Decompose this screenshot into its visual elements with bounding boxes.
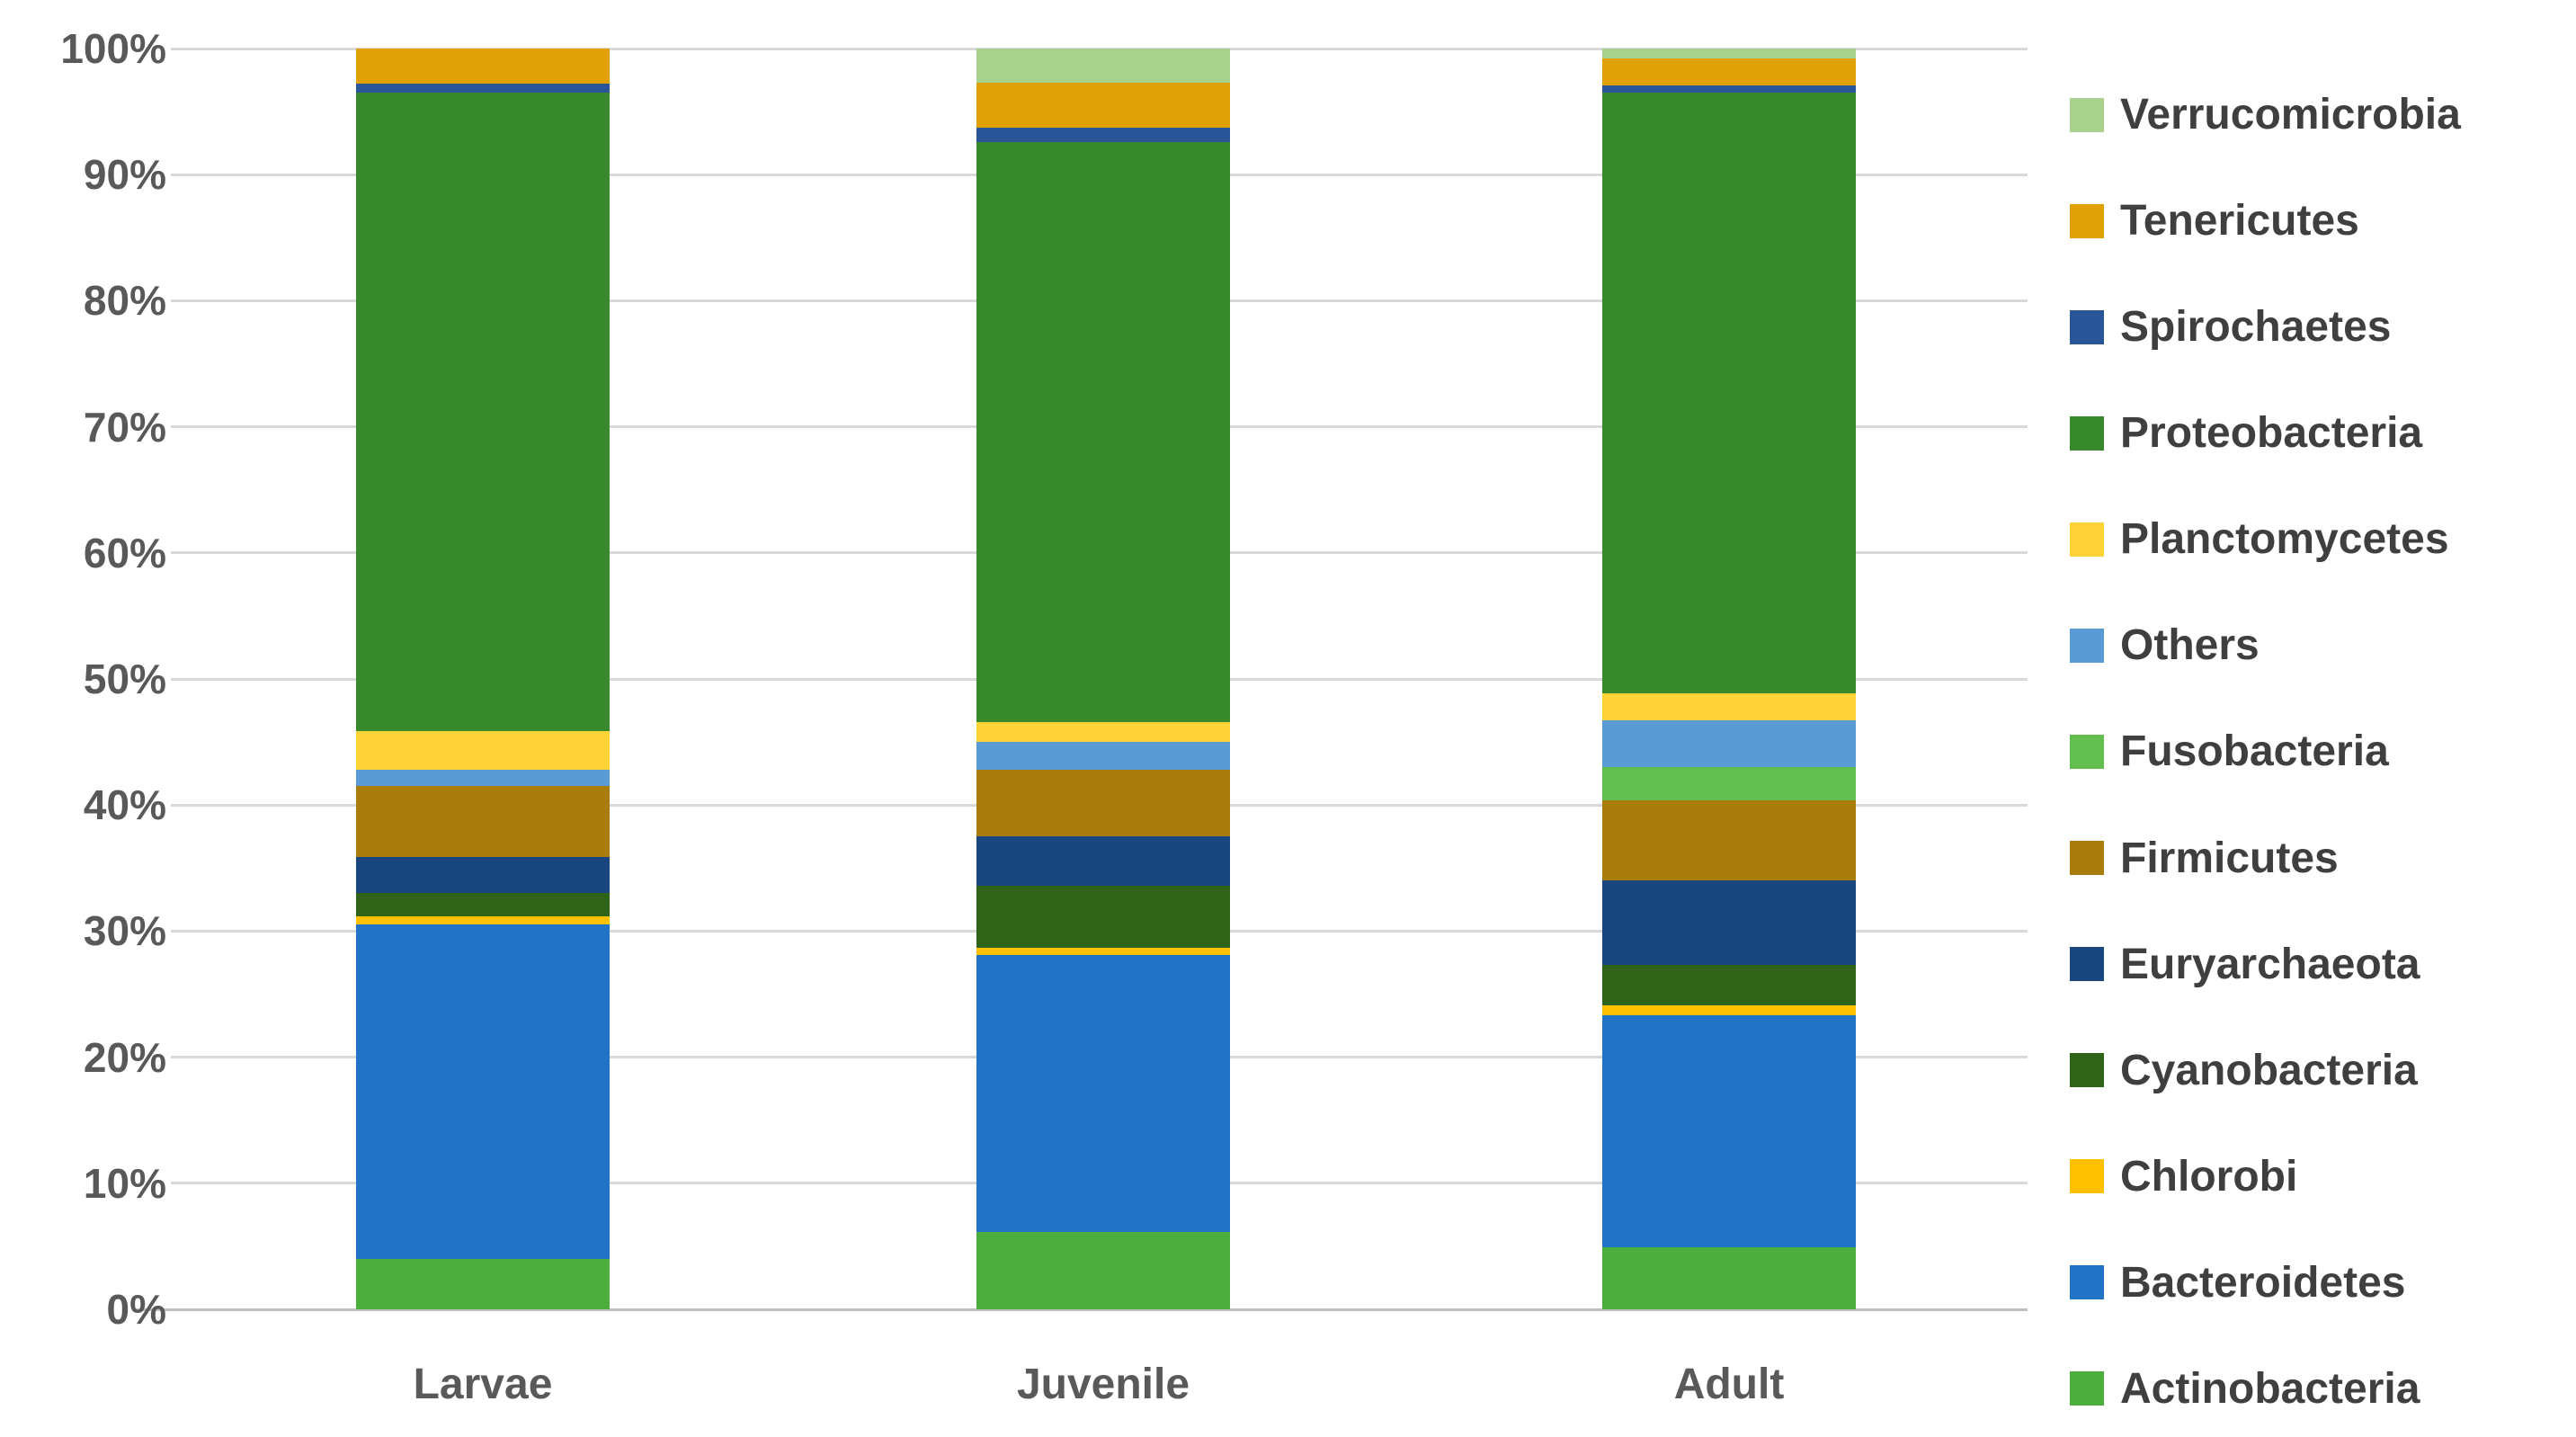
legend-swatch-icon bbox=[2070, 1159, 2104, 1194]
legend-label: Spirochaetes bbox=[2120, 303, 2392, 352]
segment-chlorobi-juvenile bbox=[976, 947, 1230, 956]
y-tick-label: 90% bbox=[83, 151, 166, 199]
segment-euryarchaeota-larvae bbox=[356, 856, 610, 894]
legend-label: Bacteroidetes bbox=[2120, 1258, 2406, 1307]
legend-item-firmicutes: Firmicutes bbox=[2070, 834, 2461, 883]
segment-planctomycetes-larvae bbox=[356, 730, 610, 770]
legend-item-bacteroidetes: Bacteroidetes bbox=[2070, 1258, 2461, 1308]
legend-item-chlorobi: Chlorobi bbox=[2070, 1152, 2461, 1201]
legend-item-proteobacteria: Proteobacteria bbox=[2070, 408, 2461, 458]
legend-swatch-icon bbox=[2070, 203, 2104, 238]
legend-swatch-icon bbox=[2070, 415, 2104, 451]
legend-item-euryarchaeota: Euryarchaeota bbox=[2070, 940, 2461, 989]
y-tick-label: 50% bbox=[83, 656, 166, 702]
segment-others-adult bbox=[1602, 720, 1856, 768]
legend-swatch-icon bbox=[2070, 1371, 2104, 1406]
segment-spirochaetes-juvenile bbox=[976, 128, 1230, 142]
x-axis-line bbox=[135, 1308, 2028, 1311]
legend-item-cyanobacteria: Cyanobacteria bbox=[2070, 1046, 2461, 1095]
y-tick-label: 80% bbox=[83, 277, 166, 325]
legend-label: Cyanobacteria bbox=[2120, 1046, 2418, 1094]
segment-proteobacteria-adult bbox=[1602, 93, 1856, 693]
bar-juvenile bbox=[976, 49, 1230, 1309]
legend: Verrucomicrobia Tenericutes Spirochaetes Pr… bbox=[2070, 90, 2461, 1414]
y-tick-label: 100% bbox=[60, 25, 166, 72]
segment-cyanobacteria-larvae bbox=[356, 893, 610, 916]
segment-others-juvenile bbox=[976, 742, 1230, 770]
segment-spirochaetes-adult bbox=[1602, 85, 1856, 94]
segment-proteobacteria-juvenile bbox=[976, 141, 1230, 722]
legend-label: Chlorobi bbox=[2120, 1152, 2298, 1200]
segment-fusobacteria-adult bbox=[1602, 767, 1856, 800]
legend-swatch-icon bbox=[2070, 841, 2104, 876]
y-tick-label: 0% bbox=[106, 1286, 166, 1333]
legend-label: Others bbox=[2120, 621, 2260, 670]
segment-verrucomicrobia-juvenile bbox=[976, 49, 1230, 83]
x-category-label-adult: Adult bbox=[1673, 1361, 1785, 1408]
segment-firmicutes-juvenile bbox=[976, 769, 1230, 837]
legend-label: Euryarchaeota bbox=[2120, 940, 2420, 988]
legend-item-fusobacteria: Fusobacteria bbox=[2070, 727, 2461, 776]
segment-tenericutes-juvenile bbox=[976, 82, 1230, 129]
segment-planctomycetes-adult bbox=[1602, 692, 1856, 721]
y-tick-label: 30% bbox=[83, 907, 166, 955]
legend-swatch-icon bbox=[2070, 1053, 2104, 1088]
legend-label: Proteobacteria bbox=[2120, 409, 2423, 458]
segment-firmicutes-adult bbox=[1602, 799, 1856, 881]
legend-swatch-icon bbox=[2070, 628, 2104, 663]
legend-label: Planctomycetes bbox=[2120, 515, 2449, 564]
legend-label: Fusobacteria bbox=[2120, 727, 2389, 776]
y-tick-label: 60% bbox=[83, 529, 166, 576]
segment-actinobacteria-adult bbox=[1602, 1247, 1856, 1309]
segment-spirochaetes-larvae bbox=[356, 84, 610, 94]
segment-others-larvae bbox=[356, 769, 610, 787]
segment-cyanobacteria-juvenile bbox=[976, 885, 1230, 948]
segment-chlorobi-adult bbox=[1602, 1005, 1856, 1016]
x-category-label-juvenile: Juvenile bbox=[1016, 1361, 1190, 1408]
segment-tenericutes-larvae bbox=[356, 49, 610, 85]
legend-item-actinobacteria: Actinobacteria bbox=[2070, 1364, 2461, 1414]
legend-label: Tenericutes bbox=[2120, 197, 2359, 245]
y-tick-label: 20% bbox=[83, 1033, 166, 1081]
legend-item-others: Others bbox=[2070, 620, 2461, 670]
legend-swatch-icon bbox=[2070, 97, 2104, 132]
segment-bacteroidetes-adult bbox=[1602, 1015, 1856, 1248]
gridline-100% bbox=[171, 47, 2028, 50]
segment-verrucomicrobia-adult bbox=[1602, 49, 1856, 59]
segment-actinobacteria-juvenile bbox=[976, 1232, 1230, 1309]
legend-swatch-icon bbox=[2070, 734, 2104, 769]
bar-adult bbox=[1602, 49, 1856, 1309]
legend-item-planctomycetes: Planctomycetes bbox=[2070, 514, 2461, 564]
legend-swatch-icon bbox=[2070, 522, 2104, 557]
segment-planctomycetes-juvenile bbox=[976, 721, 1230, 743]
legend-item-tenericutes: Tenericutes bbox=[2070, 196, 2461, 245]
segment-firmicutes-larvae bbox=[356, 786, 610, 857]
legend-label: Actinobacteria bbox=[2120, 1364, 2420, 1413]
legend-label: Firmicutes bbox=[2120, 834, 2339, 882]
legend-swatch-icon bbox=[2070, 1265, 2104, 1300]
legend-swatch-icon bbox=[2070, 947, 2104, 982]
segment-actinobacteria-larvae bbox=[356, 1258, 610, 1309]
segment-euryarchaeota-adult bbox=[1602, 880, 1856, 966]
legend-item-spirochaetes: Spirochaetes bbox=[2070, 302, 2461, 352]
bar-larvae bbox=[356, 49, 610, 1309]
segment-bacteroidetes-juvenile bbox=[976, 955, 1230, 1233]
y-tick-label: 70% bbox=[83, 403, 166, 451]
segment-tenericutes-adult bbox=[1602, 58, 1856, 85]
segment-bacteroidetes-larvae bbox=[356, 924, 610, 1259]
legend-swatch-icon bbox=[2070, 309, 2104, 344]
legend-label: Verrucomicrobia bbox=[2120, 91, 2461, 138]
legend-item-verrucomicrobia: Verrucomicrobia bbox=[2070, 90, 2461, 139]
segment-chlorobi-larvae bbox=[356, 915, 610, 925]
segment-euryarchaeota-juvenile bbox=[976, 836, 1230, 886]
x-category-label-larvae: Larvae bbox=[413, 1361, 553, 1408]
segment-proteobacteria-larvae bbox=[356, 93, 610, 731]
segment-cyanobacteria-adult bbox=[1602, 965, 1856, 1006]
y-tick-label: 40% bbox=[83, 781, 166, 829]
y-tick-label: 10% bbox=[83, 1159, 166, 1207]
